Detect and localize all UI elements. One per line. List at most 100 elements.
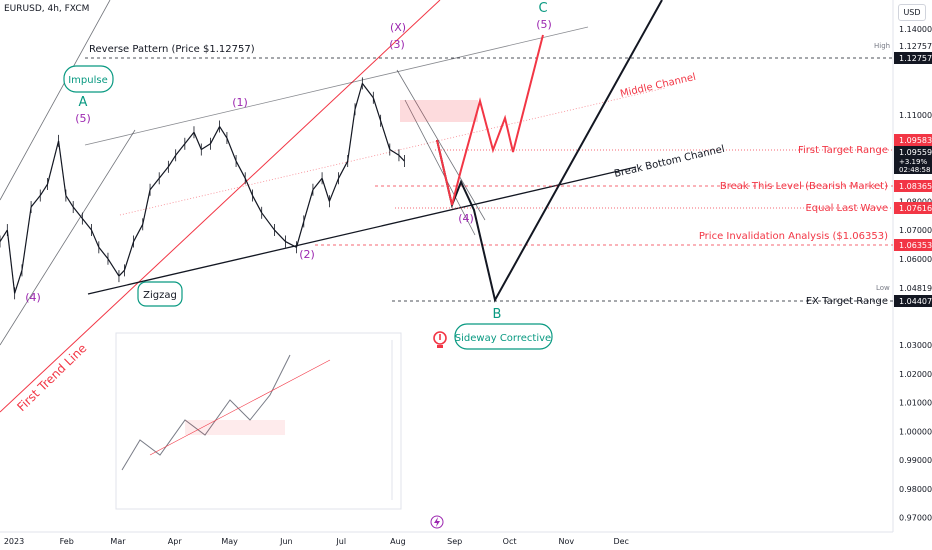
first-target-tag: [894, 134, 932, 146]
price-segment-21: [167, 154, 177, 168]
wave-5c-label: (5): [536, 18, 552, 31]
wave-b-label: B: [493, 307, 502, 322]
equal-wave-tag-value: 1.07616: [899, 204, 932, 213]
price-segment-16: [123, 241, 135, 271]
impulse-badge: [63, 65, 114, 93]
time-tick-8: Sep: [447, 537, 462, 546]
wave-c-label: C: [538, 1, 547, 16]
price-segment-47: [398, 154, 405, 162]
price-segment-32: [261, 212, 275, 231]
equal-wave-tag: [894, 202, 932, 214]
price-segment-44: [372, 97, 382, 121]
wave-4-left-label: (4): [25, 291, 41, 304]
price-tick-1: 1.11000: [899, 111, 932, 120]
price-segment-37: [312, 177, 323, 191]
wave-5a-label: (5): [75, 112, 91, 125]
thumbnail-frame: [115, 332, 402, 510]
price-segment-31: [252, 195, 263, 214]
price-segment-4: [21, 206, 32, 271]
price-segment-20: [158, 166, 169, 179]
price-tick-9: 0.99000: [899, 456, 932, 465]
price-tick-6: 1.02000: [899, 370, 932, 379]
price-tick-10: 0.98000: [899, 485, 932, 494]
price-segment-26: [209, 126, 221, 145]
price-segment-13: [98, 246, 109, 260]
time-tick-9: Oct: [503, 537, 517, 546]
break-bottom-channel-line: [87, 166, 637, 295]
thumbnail-trend-line: [149, 359, 331, 456]
wave-2-label: (2): [299, 248, 315, 261]
first-trend-label: First Trend Line: [14, 341, 89, 414]
thumbnail-inset: [115, 332, 402, 510]
price-segment-46: [389, 149, 400, 156]
projection-red-path: [436, 34, 544, 206]
price-segment-8: [57, 140, 67, 196]
time-tick-10: Nov: [559, 537, 575, 546]
price-segment-15: [118, 269, 125, 277]
price-segment-22: [175, 143, 186, 156]
price-tick-7: 1.01000: [899, 399, 932, 408]
ex-target-tag: [894, 295, 932, 307]
price-segment-6: [39, 183, 49, 196]
reverse-pattern-tag-value: 1.12757: [899, 54, 932, 63]
price-axis: 1.14000 1.11000 1.08000 1.07000 1.06000 1.030…: [899, 25, 932, 523]
time-tick-3: Apr: [168, 537, 183, 546]
time-tick-11: Dec: [613, 537, 628, 546]
left-channel-top: [0, 0, 111, 201]
first-target-label: First Target Range: [798, 145, 888, 156]
current-price-tag: [894, 146, 932, 174]
price-segment-19: [149, 177, 160, 191]
price-tick-3: 1.07000: [899, 226, 932, 235]
time-tick-2: Mar: [110, 537, 126, 546]
lightbulb-icon[interactable]: [433, 331, 447, 348]
time-tick-6: Jul: [335, 537, 346, 546]
reverse-pattern-tag: [894, 52, 932, 64]
sideway-badge: [454, 323, 553, 350]
price-segment-5: [30, 195, 41, 208]
price-segment-2: [6, 229, 16, 294]
wave-3-label: (3): [389, 38, 405, 51]
break-bottom-label: Break Bottom Channel: [613, 144, 726, 180]
price-segment-24: [193, 132, 202, 150]
price-segment-42: [354, 83, 363, 110]
descending-channel-b: [404, 99, 476, 236]
middle-channel-label: Middle Channel: [619, 72, 697, 100]
reverse-pattern-label: Reverse Pattern (Price $1.12757): [89, 44, 255, 55]
thumbnail-series: [121, 354, 291, 471]
invalidation-tag: [894, 239, 932, 251]
time-axis: 2023 Feb Mar Apr May Jun Jul Aug Sep Oct Nov Dec: [4, 537, 629, 546]
price-series: [0, 77, 405, 300]
current-price-value: 1.09559: [899, 148, 932, 157]
price-segment-29: [235, 160, 246, 179]
high-tag-label: High: [874, 42, 890, 50]
price-segment-39: [328, 178, 340, 202]
price-tick-11: 0.97000: [899, 514, 932, 523]
price-tick-8: 1.00000: [899, 427, 932, 436]
price-segment-11: [81, 218, 92, 231]
price-segment-9: [65, 195, 74, 208]
price-segment-3: [14, 270, 23, 294]
lightning-icon[interactable]: [430, 515, 444, 529]
price-segment-17: [133, 224, 144, 242]
price-segment-1: [0, 229, 8, 242]
zigzag-badge: [137, 281, 183, 307]
price-segment-38: [321, 178, 330, 202]
first-target-tag-value: 1.09583: [899, 136, 932, 145]
time-tick-5: Jun: [279, 537, 293, 546]
zigzag-label: Zigzag: [143, 290, 177, 301]
price-segment-35: [295, 221, 305, 248]
time-tick-7: Aug: [390, 537, 406, 546]
price-segment-34: [285, 241, 297, 248]
invalidation-label: Price Invalidation Analysis ($1.06353): [699, 231, 888, 242]
left-channel-bottom: [0, 129, 136, 346]
price-segment-45: [380, 120, 391, 150]
symbol-title: EURUSD, 4h, FXCM: [4, 4, 90, 14]
low-tag-value: 1.04819: [899, 284, 932, 293]
price-segment-12: [90, 229, 100, 248]
currency-button[interactable]: USD: [898, 4, 926, 21]
thumbnail-zone: [185, 420, 285, 435]
wave-x-label: (X): [390, 21, 406, 34]
price-tick-2: 1.08000: [899, 197, 932, 206]
